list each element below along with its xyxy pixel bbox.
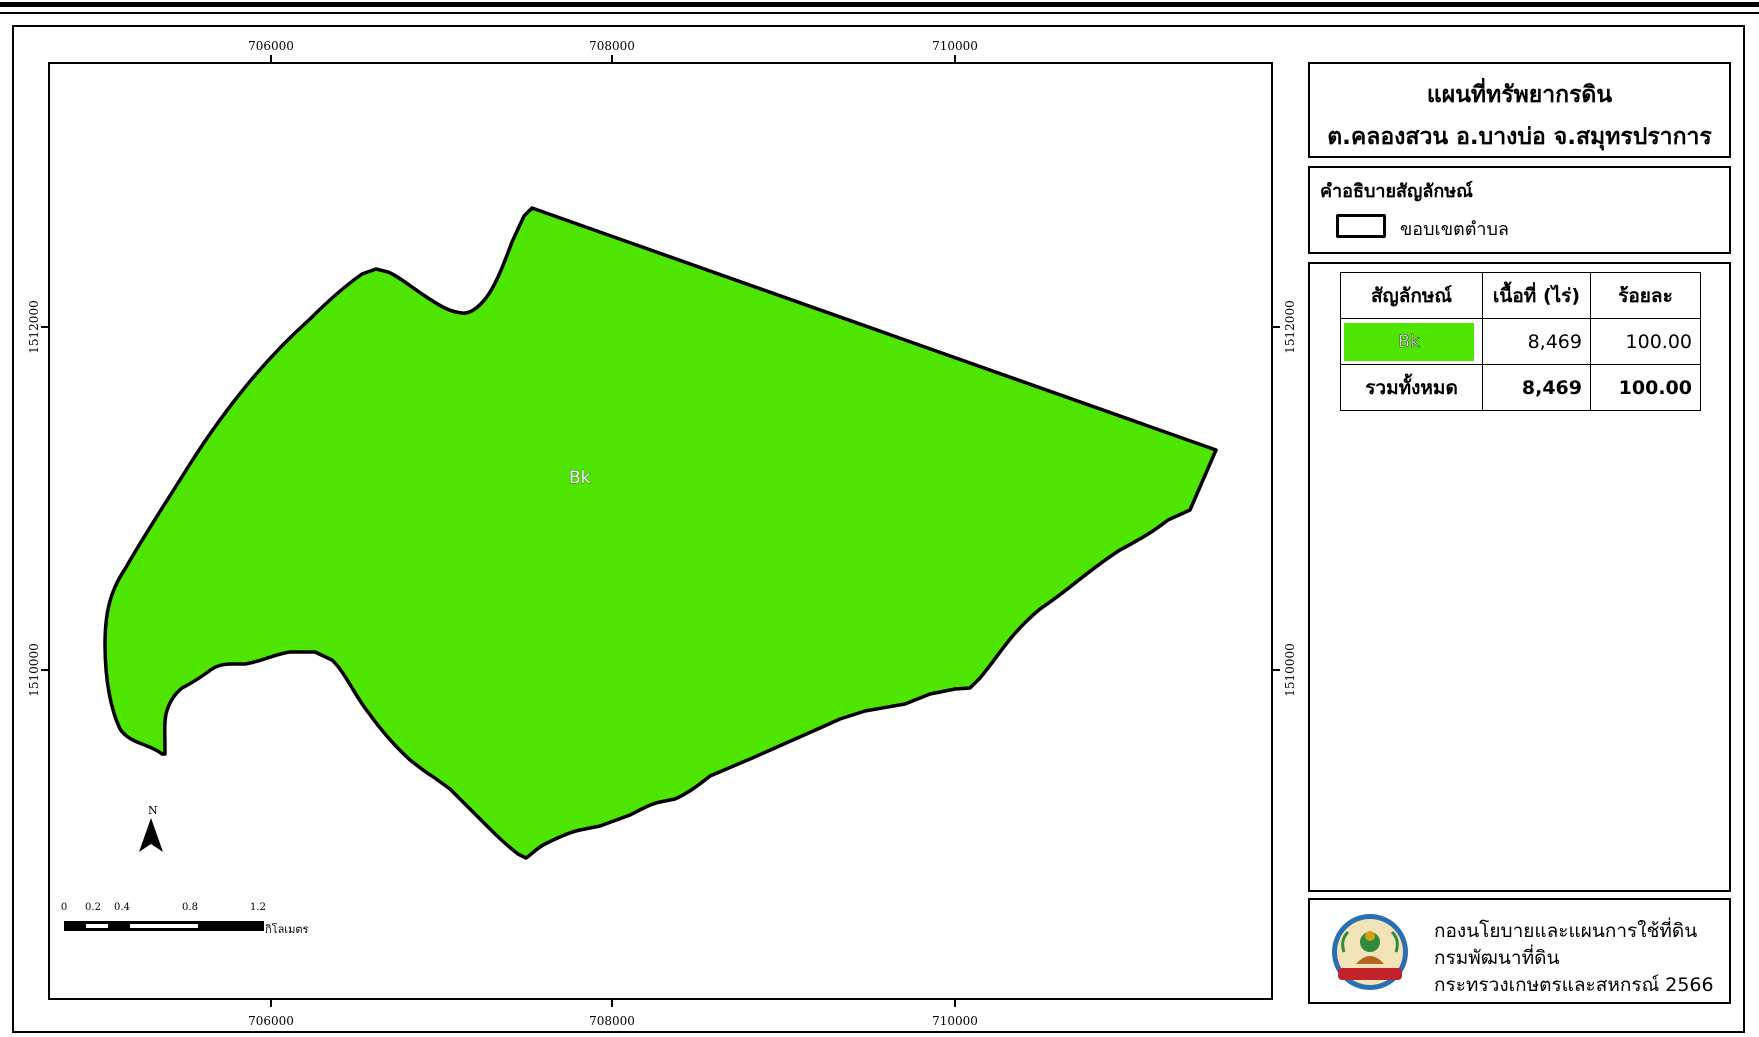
subdistrict-polygon <box>103 206 1218 860</box>
scale-tick-label: 0.8 <box>182 902 198 913</box>
area-cell: 8,469 <box>1482 318 1591 365</box>
scale-tick-label: 1.2 <box>250 902 266 913</box>
grid-tick <box>270 1000 272 1007</box>
soil-symbol-swatch: Bk <box>1344 322 1474 361</box>
total-area-cell: 8,469 <box>1482 364 1591 411</box>
grid-tick <box>954 55 956 62</box>
area-table: สัญลักษณ์ เนื้อที่ (ไร่) ร้อยละ Bk 8,469… <box>1340 272 1701 411</box>
y-coord-left: 1510000 <box>27 643 41 697</box>
grid-tick <box>611 55 613 62</box>
percent-cell: 100.00 <box>1590 318 1701 365</box>
legend-item-label: ขอบเขตตำบล <box>1400 219 1509 240</box>
layout-frame <box>12 25 1745 1033</box>
map-subtitle: ต.คลองสวน อ.บางบ่อ จ.สมุทรปราการ <box>1327 124 1712 150</box>
grid-tick <box>41 669 48 671</box>
boundary-outline-icon <box>1336 214 1386 238</box>
grid-tick <box>1273 669 1280 671</box>
table-header-cell: เนื้อที่ (ไร่) <box>1482 272 1591 319</box>
x-coord-bottom: 710000 <box>932 1014 978 1028</box>
x-coord-top: 708000 <box>589 39 635 53</box>
top-rule-thick <box>0 2 1759 7</box>
x-coord-bottom: 706000 <box>248 1014 294 1028</box>
north-arrow-icon <box>139 818 163 852</box>
scale-unit-label: กิโลเมตร <box>265 923 309 936</box>
table-header-cell: ร้อยละ <box>1590 272 1701 319</box>
scale-bar: 0 0.2 0.4 0.8 1.2 กิโลเมตร <box>60 902 344 938</box>
grid-tick <box>954 1000 956 1007</box>
symbol-cell: Bk <box>1340 318 1483 365</box>
grid-tick <box>270 55 272 62</box>
area-table-box: สัญลักษณ์ เนื้อที่ (ไร่) ร้อยละ Bk 8,469… <box>1308 262 1731 892</box>
grid-tick <box>1273 326 1280 328</box>
north-label: N <box>148 804 158 817</box>
total-label-cell: รวมทั้งหมด <box>1340 364 1483 411</box>
title-box: แผนที่ทรัพยากรดิน ต.คลองสวน อ.บางบ่อ จ.ส… <box>1308 62 1731 158</box>
table-header-cell: สัญลักษณ์ <box>1340 272 1483 319</box>
table-row: Bk 8,469 100.00 <box>1340 318 1701 365</box>
grid-tick <box>41 326 48 328</box>
organization-line: กรมพัฒนาที่ดิน <box>1434 947 1560 969</box>
scale-tick-label: 0 <box>60 902 68 913</box>
scale-tick-label: 0.2 <box>85 902 101 913</box>
legend-title: คำอธิบายสัญลักษณ์ <box>1320 181 1473 202</box>
table-total-row: รวมทั้งหมด 8,469 100.00 <box>1340 364 1701 411</box>
top-rule-thin <box>0 12 1759 14</box>
total-percent-cell: 100.00 <box>1590 364 1701 411</box>
map-canvas: Bk <box>103 206 1218 860</box>
x-coord-top: 710000 <box>932 39 978 53</box>
scale-bar-graphic <box>64 921 264 931</box>
table-header-row: สัญลักษณ์ เนื้อที่ (ไร่) ร้อยละ <box>1340 272 1701 319</box>
x-coord-top: 706000 <box>248 39 294 53</box>
polygon-label: Bk <box>569 468 591 488</box>
map-title: แผนที่ทรัพยากรดิน <box>1426 82 1613 108</box>
y-coord-left: 1512000 <box>27 300 41 354</box>
y-coord-right: 1510000 <box>1283 643 1297 697</box>
map-frame: Bk N 0 0.2 0.4 0.8 1.2 กิโลเมตร <box>48 62 1273 1000</box>
legend-box: คำอธิบายสัญลักษณ์ ขอบเขตตำบล <box>1308 166 1731 254</box>
y-coord-right: 1512000 <box>1283 300 1297 354</box>
land-development-department-seal-icon <box>1332 914 1408 990</box>
north-arrow: N <box>138 804 178 864</box>
grid-tick <box>611 1000 613 1007</box>
scale-tick-label: 0.4 <box>114 902 130 913</box>
x-coord-bottom: 708000 <box>589 1014 635 1028</box>
organization-line: กระทรวงเกษตรและสหกรณ์ 2566 <box>1434 974 1714 996</box>
organization-line: กองนโยบายและแผนการใช้ที่ดิน <box>1434 920 1698 942</box>
organization-box: กองนโยบายและแผนการใช้ที่ดิน กรมพัฒนาที่ด… <box>1308 898 1731 1004</box>
